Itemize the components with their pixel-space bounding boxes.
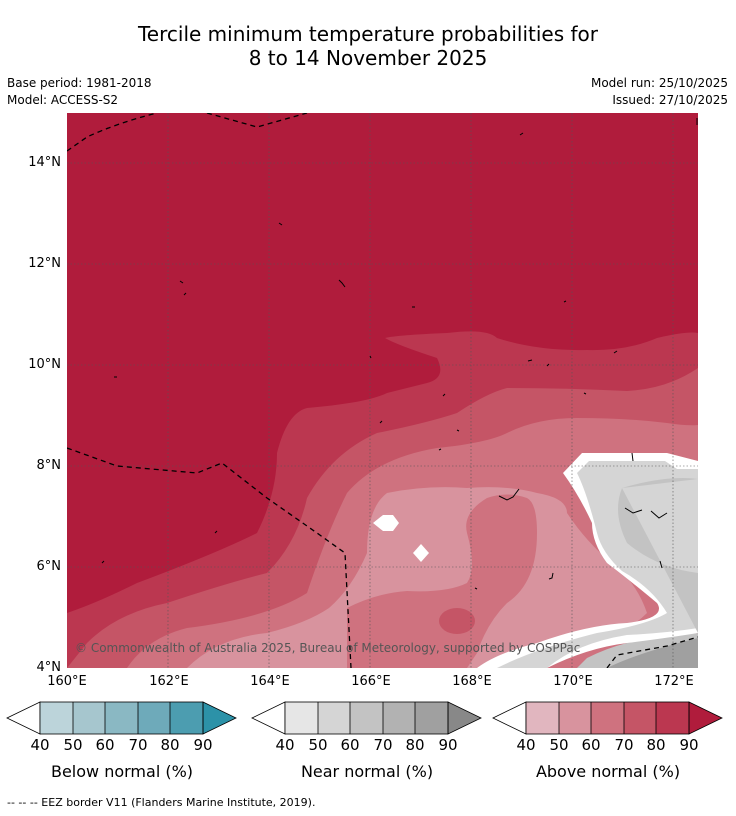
lon-label-172e: 172°E	[654, 674, 694, 689]
legend-near-bin-70-80	[383, 702, 415, 734]
legend-above-bin-70-80	[624, 702, 656, 734]
lon-label-162e: 162°E	[149, 674, 189, 689]
legend-colorbar-near	[251, 701, 482, 735]
legend-near-bin-50-60	[318, 702, 350, 734]
legend-below-tick: 70	[128, 736, 148, 754]
copyright-notice: © Commonwealth of Australia 2025, Bureau…	[75, 641, 581, 655]
legend-near-label: Near normal (%)	[300, 762, 434, 781]
legend-colorbar-below	[6, 701, 237, 735]
zone-white-spot-2	[413, 544, 429, 562]
legend-below-bin-70-80	[138, 702, 170, 734]
legend-below-arrow-right	[202, 701, 237, 735]
legend-above-tick: 40	[516, 736, 536, 754]
eez-borders	[67, 113, 698, 668]
legend-above-bin-50-60	[559, 702, 591, 734]
legend-above-tick: 90	[679, 736, 699, 754]
probability-map[interactable]	[67, 113, 698, 668]
lon-label-164e: 164°E	[250, 674, 290, 689]
lon-label-168e: 168°E	[452, 674, 492, 689]
legend-below-tick: 40	[30, 736, 50, 754]
legend-below-tick: 50	[63, 736, 83, 754]
legend-above-arrow-left	[492, 701, 527, 735]
legend-near-tick: 40	[275, 736, 295, 754]
legend-colorbar-above	[492, 701, 723, 735]
lat-label-4n: 4°N	[36, 660, 62, 675]
lon-label-166e: 166°E	[351, 674, 391, 689]
legend-near-tick: 60	[340, 736, 360, 754]
map-title-line-2: 8 to 14 November 2025	[248, 46, 488, 70]
lat-label-14n: 14°N	[28, 155, 61, 170]
legend-above-tick: 80	[646, 736, 666, 754]
lon-label-160e: 160°E	[47, 674, 87, 689]
island-markers	[101, 118, 698, 590]
map-title: Tercile minimum temperature probabilitie…	[0, 22, 736, 70]
zone-above-50-60-inner	[347, 494, 537, 668]
legend-below-bin-60-70	[105, 702, 138, 734]
lat-label-6n: 6°N	[36, 559, 62, 574]
lat-label-10n: 10°N	[28, 357, 61, 372]
zone-above-60-70-spot	[439, 608, 475, 634]
lon-label-170e: 170°E	[553, 674, 593, 689]
legend-above-bin-80-90	[656, 702, 689, 734]
legend-below-arrow-left	[6, 701, 41, 735]
map-gridlines	[67, 113, 698, 668]
legend-near-arrow-right	[447, 701, 482, 735]
legend-above-arrow-right	[688, 701, 723, 735]
legend-below-tick: 60	[95, 736, 115, 754]
legend-below-bin-80-90	[170, 702, 203, 734]
legend-near-bin-40-50	[285, 702, 318, 734]
eez-footnote: -- -- -- EEZ border V11 (Flanders Marine…	[7, 796, 316, 809]
legend-below-tick: 80	[160, 736, 180, 754]
legend-above-tick: 60	[581, 736, 601, 754]
legend-above-label: Above normal (%)	[535, 762, 681, 781]
run-info: Model run: 25/10/2025 Issued: 27/10/2025	[591, 75, 728, 109]
model-info: Base period: 1981-2018 Model: ACCESS-S2	[7, 75, 152, 109]
map-panel[interactable]	[67, 113, 698, 668]
legend-below-label: Below normal (%)	[50, 762, 194, 781]
legend-near-bin-80-90	[415, 702, 448, 734]
legend-above-tick: 70	[614, 736, 634, 754]
lat-label-8n: 8°N	[36, 458, 62, 473]
legend-near-tick: 70	[373, 736, 393, 754]
legend-above-bin-60-70	[591, 702, 624, 734]
lat-label-12n: 12°N	[28, 256, 61, 271]
zone-near-50-60	[497, 461, 698, 668]
legend-below-bin-40-50	[40, 702, 73, 734]
model-run: Model run: 25/10/2025	[590, 76, 728, 90]
zone-white-spot-1	[373, 515, 399, 531]
legend-near-tick: 80	[405, 736, 425, 754]
legend-near-tick: 90	[438, 736, 458, 754]
map-title-line-1: Tercile minimum temperature probabilitie…	[137, 22, 599, 46]
legend-below-tick: 90	[193, 736, 213, 754]
legend-near-tick: 50	[308, 736, 328, 754]
legend-near-arrow-left	[251, 701, 286, 735]
legend-above-bin-40-50	[526, 702, 559, 734]
legend-below-bin-50-60	[73, 702, 105, 734]
model-name: Model: ACCESS-S2	[7, 93, 119, 107]
zone-near-70-80	[607, 638, 698, 668]
issued-date: Issued: 27/10/2025	[612, 93, 728, 107]
legend-near-bin-60-70	[350, 702, 383, 734]
base-period: Base period: 1981-2018	[7, 76, 152, 90]
legend-above-tick: 50	[549, 736, 569, 754]
